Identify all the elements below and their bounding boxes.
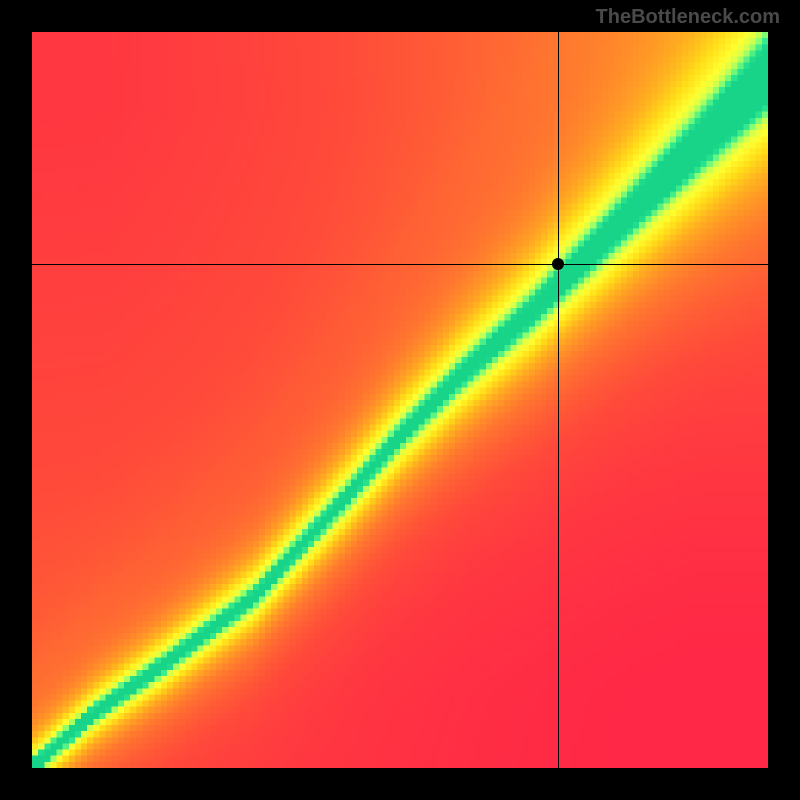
crosshair-horizontal xyxy=(32,264,768,265)
heatmap-canvas xyxy=(32,32,768,768)
plot-area xyxy=(32,32,768,768)
chart-container: TheBottleneck.com xyxy=(0,0,800,800)
watermark-text: TheBottleneck.com xyxy=(596,6,780,29)
crosshair-vertical xyxy=(558,32,559,768)
data-point-marker xyxy=(552,258,564,270)
